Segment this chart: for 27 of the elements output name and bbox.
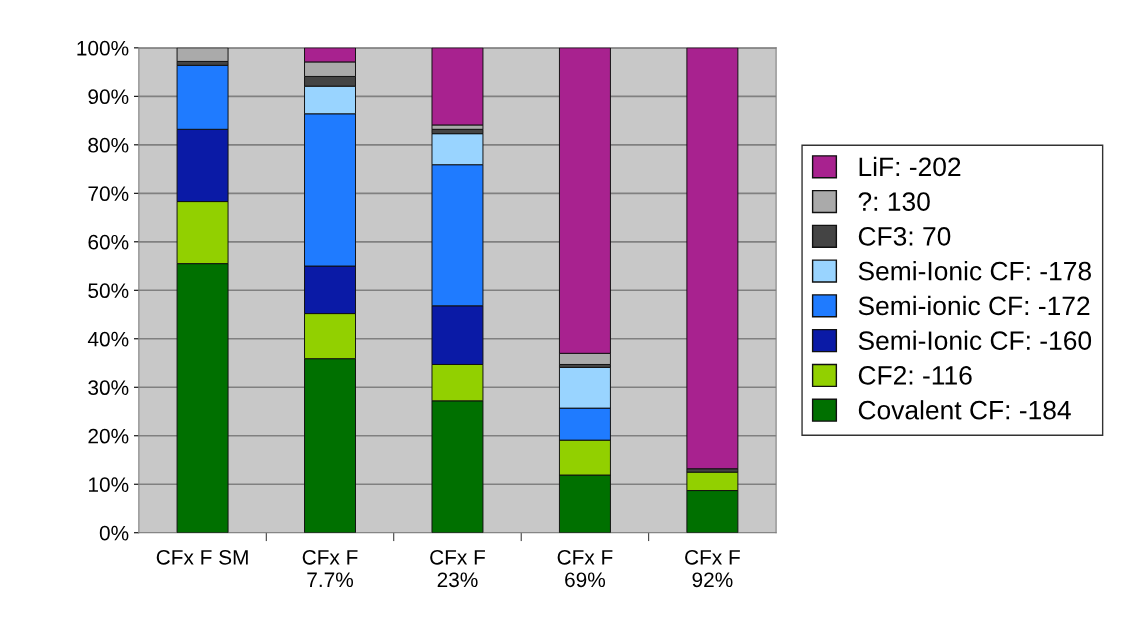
legend-label: Semi-ionic CF: -172 <box>858 295 1090 316</box>
y-tick-label: 60% <box>88 234 129 250</box>
y-tick-label: 90% <box>88 89 129 105</box>
legend-label: CF3: 70 <box>858 227 951 246</box>
legend-label: Semi-Ionic CF: -178 <box>858 261 1091 281</box>
y-tick-label: 30% <box>88 380 129 396</box>
bar <box>686 47 739 470</box>
y-tick-label: 0% <box>99 525 129 541</box>
y-tick-label: 20% <box>88 428 129 444</box>
x-tick-label: CFx F 92% <box>685 549 740 588</box>
y-tick-label: 70% <box>88 186 129 202</box>
y-tick-label: 40% <box>87 331 129 347</box>
x-tick-label: CFx F 23% <box>430 549 485 588</box>
y-tick-label: 100% <box>77 40 129 56</box>
bar <box>176 47 229 62</box>
bar <box>431 47 484 126</box>
legend-label: Semi-Ionic CF: -160 <box>858 330 1092 350</box>
x-tick-label: CFx F 69% <box>557 549 613 588</box>
legend-label: Covalent CF: -184 <box>858 400 1071 420</box>
legend-label: LiF: -202 <box>859 156 961 177</box>
x-tick-label: CFx F SM <box>156 549 248 565</box>
y-tick-label: 50% <box>88 283 129 299</box>
legend-label: ?: 130 <box>858 192 930 211</box>
legend-label: CF2: -116 <box>858 366 972 385</box>
x-tick-label: CFx F 7.7% <box>302 549 358 588</box>
y-tick-label: 80% <box>88 137 129 153</box>
y-tick-label: 10% <box>89 477 129 492</box>
